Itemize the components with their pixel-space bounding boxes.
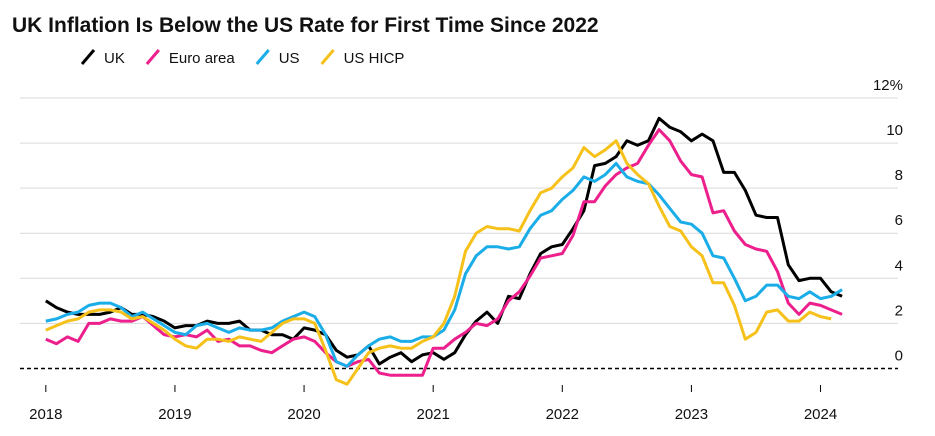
legend-label: US HICP (344, 50, 405, 67)
legend-swatch (255, 49, 270, 65)
legend-swatch (145, 49, 160, 65)
x-tick-label: 2022 (546, 406, 579, 423)
y-tick-label: 10 (886, 122, 903, 139)
series-line (44, 116, 843, 366)
series-line (45, 128, 843, 377)
y-tick-label: 0 (895, 347, 903, 364)
x-tick-label: 2018 (29, 406, 62, 423)
x-tick-label: 2021 (416, 406, 449, 423)
x-tick-label: 2019 (158, 406, 191, 423)
y-tick-label: 12% (873, 77, 903, 94)
x-tick-label: 2023 (675, 406, 708, 423)
y-tick-label: 6 (895, 212, 903, 229)
series-line (45, 161, 843, 368)
legend-label: UK (104, 50, 125, 67)
y-tick-label: 8 (895, 167, 903, 184)
chart-title: UK Inflation Is Below the US Rate for Fi… (12, 14, 599, 37)
legend-swatch (80, 49, 96, 65)
legend-label: Euro area (169, 50, 236, 67)
x-tick-label: 2020 (287, 406, 320, 423)
legend-swatch (320, 49, 335, 65)
legend-label: US (279, 50, 300, 67)
y-tick-label: 4 (895, 257, 903, 274)
y-tick-label: 2 (895, 302, 903, 319)
x-tick-label: 2024 (804, 406, 837, 423)
series-line (45, 139, 832, 386)
